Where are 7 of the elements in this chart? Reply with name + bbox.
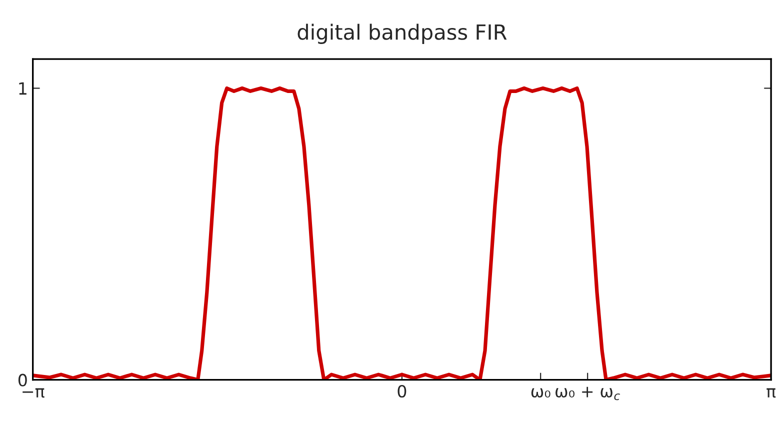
x-tick-label: −π [22, 388, 44, 398]
x-tick-label: π [766, 388, 776, 398]
x-tick-label: 0 [398, 384, 406, 398]
y-tick-label: 1 [19, 82, 26, 95]
chart-title: digital bandpass FIR [298, 24, 507, 44]
x-tick-label: ω₀ + ω$_{c}$ [556, 386, 620, 400]
x-tick-label: ω₀ [531, 388, 550, 398]
